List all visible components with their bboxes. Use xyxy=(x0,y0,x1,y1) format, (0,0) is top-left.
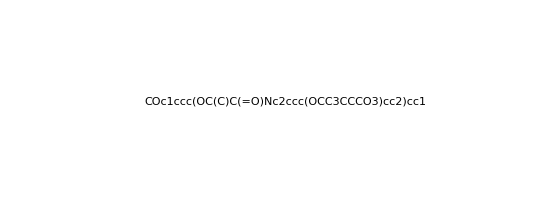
Text: COc1ccc(OC(C)C(=O)Nc2ccc(OCC3CCCO3)cc2)cc1: COc1ccc(OC(C)C(=O)Nc2ccc(OCC3CCCO3)cc2)c… xyxy=(144,96,426,106)
